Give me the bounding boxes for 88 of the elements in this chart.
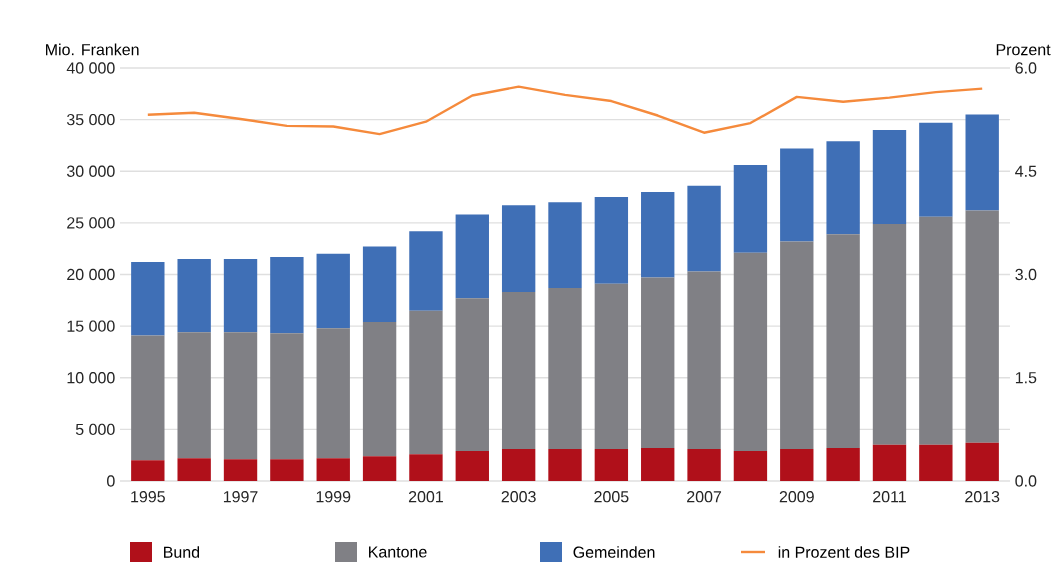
y-tick-label: 20 000 (67, 268, 115, 281)
bar (409, 454, 443, 481)
bar (362, 456, 397, 481)
bar (594, 448, 629, 481)
bar (270, 256, 304, 334)
legend-label: Kantone (369, 546, 427, 558)
bar (409, 310, 443, 455)
bar (919, 216, 953, 445)
bar (826, 447, 860, 481)
bar (131, 460, 165, 481)
x-tick-label: 1997 (223, 491, 258, 503)
bar (965, 114, 999, 211)
bar (501, 292, 536, 449)
bar (872, 129, 907, 224)
bar (548, 448, 582, 481)
bar (641, 277, 675, 448)
bar (965, 442, 999, 481)
bar (177, 259, 211, 333)
y2-tick-label: 0.0 (1015, 475, 1037, 487)
bar (501, 205, 536, 293)
bar (316, 253, 350, 329)
bar (177, 332, 211, 459)
x-tick-label: 2013 (965, 491, 1000, 503)
x-tick-label: 1995 (131, 491, 165, 503)
bar (826, 234, 860, 448)
bar (919, 444, 953, 481)
x-tick-label: 2005 (594, 491, 629, 503)
bar (872, 223, 907, 445)
bar (872, 444, 907, 481)
bar (641, 447, 675, 481)
bar (501, 448, 536, 481)
x-tick-label: 1999 (316, 491, 351, 503)
bar (733, 165, 768, 253)
bar (780, 448, 814, 481)
bar (919, 122, 953, 217)
y-tick-label: 35 000 (66, 113, 115, 126)
y-tick-label: 5 000 (75, 423, 115, 436)
bar (316, 328, 350, 459)
bar (687, 185, 721, 272)
legend-label: Bund (164, 546, 200, 558)
y-axis-title: Mio. Franken (46, 43, 139, 56)
bar (223, 259, 258, 333)
y-tick-label: 30 000 (66, 165, 115, 177)
bar (455, 214, 489, 299)
y-tick-label: 25 000 (67, 217, 115, 229)
legend-label: in Prozent des BIP (778, 546, 910, 558)
y2-tick-label: 3.0 (1015, 268, 1037, 281)
legend-label: Gemeinden (573, 546, 655, 558)
bar (548, 202, 582, 288)
x-tick-label: 2003 (501, 491, 536, 503)
y2-tick-label: 6.0 (1015, 62, 1037, 74)
bar (270, 459, 304, 481)
bar (594, 283, 629, 449)
y2-tick-label: 1.5 (1015, 372, 1037, 384)
y-tick-label: 10 000 (67, 372, 115, 384)
x-tick-label: 2009 (779, 491, 814, 503)
bar (687, 448, 721, 481)
bar (455, 451, 489, 481)
bar (641, 191, 675, 278)
bar (687, 271, 721, 449)
bar (780, 148, 814, 242)
y2-tick-label: 4.5 (1015, 165, 1037, 177)
y-tick-label: 15 000 (67, 320, 115, 332)
y-tick-label: 40 000 (66, 62, 115, 74)
bar (270, 333, 304, 460)
bar (362, 322, 397, 457)
y2-axis-title: Prozent (996, 44, 1051, 56)
x-tick-label: 2001 (408, 491, 443, 503)
x-tick-label: 2011 (873, 491, 906, 503)
x-tick-label: 2007 (687, 491, 722, 503)
bar (455, 298, 489, 452)
bar (780, 241, 814, 449)
line-series (146, 85, 984, 136)
bar (965, 210, 999, 443)
bar (409, 231, 443, 311)
bar (362, 246, 397, 322)
bar (131, 335, 165, 461)
bar (826, 141, 860, 235)
bar (131, 262, 165, 336)
bar (316, 458, 350, 481)
bar (223, 459, 258, 481)
bar (548, 287, 582, 449)
bar (177, 458, 211, 481)
y-tick-label: 0 (107, 475, 115, 487)
bar (733, 451, 768, 481)
bar (733, 252, 768, 452)
bar (594, 197, 629, 284)
bar (223, 332, 258, 460)
